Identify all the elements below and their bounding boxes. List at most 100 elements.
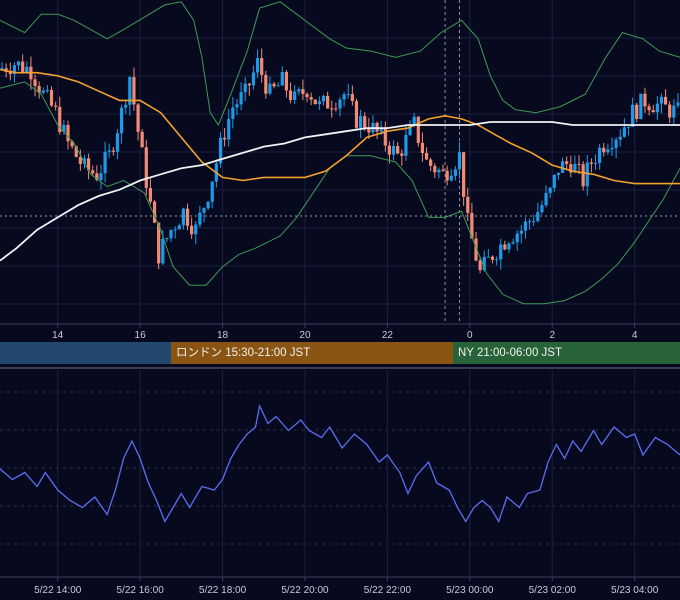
price-x-tick-label: 14 xyxy=(52,330,64,341)
candle-down xyxy=(152,201,157,223)
candle-down xyxy=(70,141,74,147)
price-x-axis: 14 16 18 20 22 0 2 4 xyxy=(52,324,638,341)
price-x-tick-label: 16 xyxy=(135,330,147,341)
candle-up xyxy=(614,139,618,149)
candle-down xyxy=(185,208,190,226)
candle-up xyxy=(676,102,680,106)
candle-up xyxy=(12,65,17,75)
candle-down xyxy=(429,159,433,166)
price-x-tick-label: 20 xyxy=(299,330,311,341)
candle-down xyxy=(330,108,334,110)
candle-up xyxy=(519,230,523,234)
candle-up xyxy=(297,89,301,92)
candle-up xyxy=(181,208,185,226)
candle-up xyxy=(655,103,659,113)
candle-down xyxy=(87,158,91,171)
candle-up xyxy=(45,89,49,91)
candle-down xyxy=(668,104,672,118)
price-x-tick-label: 2 xyxy=(549,330,555,341)
candle-down xyxy=(470,212,474,239)
candle-up xyxy=(548,187,552,193)
candle-down xyxy=(91,170,95,174)
candle-down xyxy=(37,85,41,93)
session-band-ny: NY 21:00-06:00 JST xyxy=(453,342,680,364)
session-band-london: ロンドン 15:30-21:00 JST xyxy=(171,342,453,364)
bollinger-upper-line xyxy=(0,1,680,127)
oscillator-x-axis: 5/22 14:00 5/22 16:00 5/22 18:00 5/22 20:00… xyxy=(34,577,659,596)
candle-up xyxy=(161,239,165,264)
candle-up xyxy=(16,61,21,66)
candle-up xyxy=(231,107,235,119)
candle-down xyxy=(132,77,136,105)
candle-down xyxy=(111,150,115,152)
candle-up xyxy=(659,96,664,104)
candle-up xyxy=(255,58,260,73)
candle-down xyxy=(58,106,62,133)
candle-down xyxy=(589,162,593,164)
candle-up xyxy=(119,107,124,134)
oscillator-panel-grid xyxy=(0,370,680,577)
candle-up xyxy=(618,136,622,140)
candle-up xyxy=(268,83,272,94)
candle-down xyxy=(424,152,429,160)
oscillator-x-tick-label: 5/23 02:00 xyxy=(529,585,577,596)
candle-down xyxy=(305,93,309,98)
candle-down xyxy=(643,93,647,107)
candle-up xyxy=(41,90,45,93)
candle-up xyxy=(218,137,223,164)
candle-down xyxy=(581,164,585,187)
candle-up xyxy=(379,127,383,132)
candle-up xyxy=(342,94,346,100)
candle-down xyxy=(462,152,466,197)
oscillator-x-tick-label: 5/22 18:00 xyxy=(199,585,247,596)
candle-down xyxy=(602,147,606,153)
candle-down xyxy=(647,106,651,111)
price-x-tick-label: 18 xyxy=(217,330,229,341)
candle-up xyxy=(536,212,540,222)
candle-down xyxy=(577,163,581,165)
candle-up xyxy=(251,72,256,86)
candle-up xyxy=(82,158,87,164)
candle-down xyxy=(474,238,478,261)
candle-up xyxy=(585,162,589,187)
candle-down xyxy=(363,116,367,128)
session-band-tokyo xyxy=(0,342,171,364)
candle-down xyxy=(190,225,194,235)
candle-down xyxy=(375,122,379,132)
oscillator-line xyxy=(0,403,680,524)
candle-down xyxy=(569,164,573,173)
candle-down xyxy=(433,165,437,173)
candle-up xyxy=(523,221,528,231)
candle-down xyxy=(441,169,445,171)
candle-up xyxy=(99,173,103,180)
candle-down xyxy=(260,58,264,75)
candle-up xyxy=(169,230,173,239)
oscillator-x-tick-label: 5/23 00:00 xyxy=(446,585,494,596)
candle-down xyxy=(21,61,25,73)
candle-up xyxy=(321,95,326,102)
candle-down xyxy=(503,244,507,250)
candle-up xyxy=(293,91,297,101)
session-label-ny: NY 21:00-06:00 JST xyxy=(458,347,562,359)
candle-down xyxy=(272,83,276,87)
candle-down xyxy=(400,153,404,156)
candle-down xyxy=(223,137,227,140)
candle-down xyxy=(33,79,37,86)
candle-up xyxy=(552,174,556,188)
candle-up xyxy=(210,181,214,202)
candle-up xyxy=(593,162,598,164)
candle-up xyxy=(202,208,206,213)
candle-down xyxy=(140,131,144,148)
candle-up xyxy=(560,161,565,173)
price-panel-grid xyxy=(0,0,680,324)
candle-down xyxy=(445,170,449,181)
candle-down xyxy=(565,161,569,165)
candle-down xyxy=(367,127,371,133)
candle-up xyxy=(280,72,284,86)
candle-down xyxy=(8,72,12,75)
candle-up xyxy=(276,85,280,87)
candle-down xyxy=(334,108,338,110)
price-x-tick-label: 22 xyxy=(382,330,394,341)
candle-down xyxy=(95,173,99,180)
